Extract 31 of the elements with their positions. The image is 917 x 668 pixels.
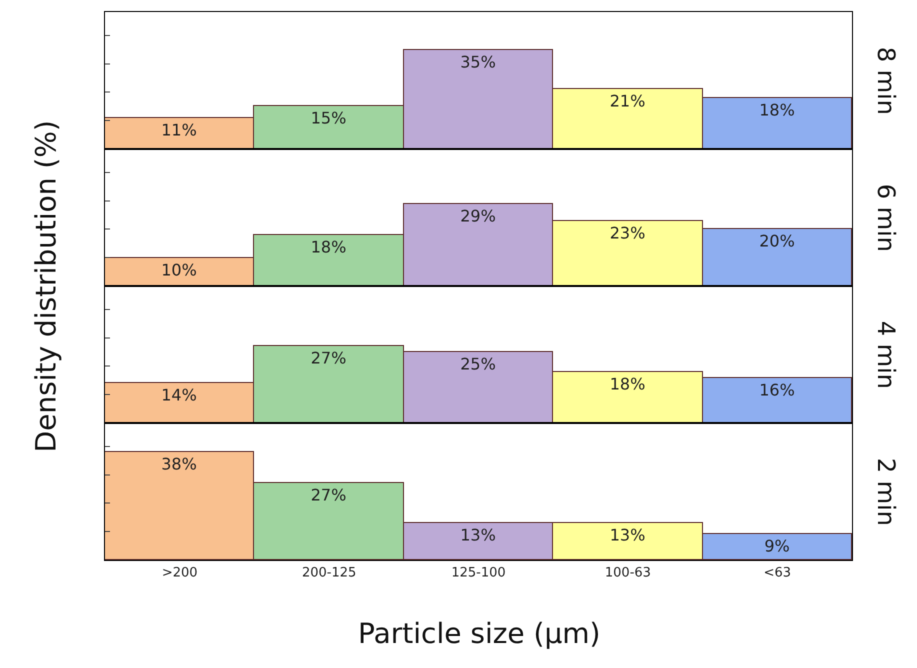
data-label: 25% xyxy=(460,354,496,374)
data-label: 14% xyxy=(161,386,197,404)
data-label: 16% xyxy=(759,380,795,400)
y2-axis-title: 8 min xyxy=(872,46,900,115)
y2-axis-title: 4 min xyxy=(872,320,900,389)
y-axis-title: Density distribution (%) xyxy=(29,120,62,452)
data-label: 27% xyxy=(310,486,346,504)
data-label: 29% xyxy=(460,206,496,226)
data-label: 13% xyxy=(460,526,496,544)
data-label: 15% xyxy=(310,108,346,128)
data-label: 20% xyxy=(759,232,795,250)
data-label: 11% xyxy=(161,120,197,140)
x-tick-label: >200 xyxy=(162,566,198,581)
data-label: 21% xyxy=(610,92,646,110)
data-label: 35% xyxy=(460,52,496,72)
data-label: 23% xyxy=(610,224,646,242)
x-tick-label: <63 xyxy=(764,566,792,581)
data-label: 38% xyxy=(161,454,197,474)
x-axis-title: Particle size (μm) xyxy=(358,617,600,650)
x-tick-label: 100-63 xyxy=(604,566,651,581)
data-label: 18% xyxy=(310,238,346,256)
data-label: 18% xyxy=(759,100,795,120)
data-label: 13% xyxy=(610,526,646,544)
data-label: 10% xyxy=(161,260,197,280)
y2-axis-title: 2 min xyxy=(872,458,900,526)
data-label: 18% xyxy=(610,374,646,394)
data-label: 27% xyxy=(310,348,346,368)
x-tick-label: 200-125 xyxy=(302,566,356,581)
data-label: 9% xyxy=(764,536,790,556)
x-tick-label: 125-100 xyxy=(451,566,506,581)
y2-axis-title: 6 min xyxy=(872,184,900,252)
